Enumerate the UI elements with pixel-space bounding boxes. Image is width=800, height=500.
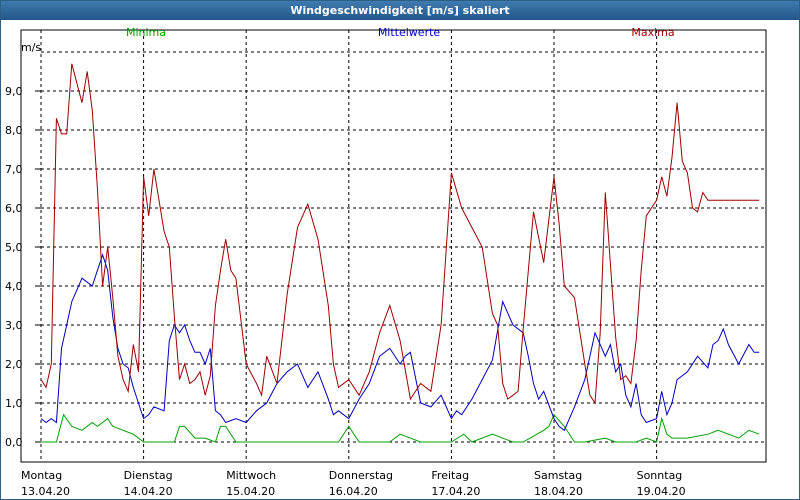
y-tick-label: 6,0 [5,202,23,215]
x-tick-day: Mittwoch [226,469,276,482]
x-tick-date: 16.04.20 [329,485,378,498]
x-tick-day: Montag [21,469,62,482]
x-tick-date: 17.04.20 [431,485,480,498]
y-tick-label: 0,0 [5,436,23,449]
plot-area [20,29,767,463]
x-tick-day: Donnerstag [329,469,393,482]
legend-maxima: Maxima [631,26,674,39]
y-tick-label: 7,0 [5,163,23,176]
legend-minima: Minima [126,26,166,39]
window-title: Windgeschwindigkeit [m/s] skaliert [1,1,799,20]
x-tick-day: Dienstag [124,469,173,482]
x-tick-day: Samstag [534,469,582,482]
x-tick-day: Freitag [431,469,469,482]
x-tick-date: 15.04.20 [226,485,275,498]
y-tick-label: 4,0 [5,280,23,293]
x-tick-date: 14.04.20 [124,485,173,498]
x-tick-date: 13.04.20 [21,485,70,498]
x-tick-date: 18.04.20 [534,485,583,498]
x-tick-date: 19.04.20 [637,485,686,498]
x-tick-day: Sonntag [637,469,683,482]
legend-mittelwerte: Mittelwerte [378,26,441,39]
y-tick-label: 9,0 [5,85,23,98]
series-line-maxima [40,63,760,405]
y-tick-label: 8,0 [5,124,23,137]
series-line-mittelwerte [40,253,760,432]
y-tick-label: 1,0 [5,397,23,410]
y-tick-label: 5,0 [5,241,23,254]
y-axis-label: m/s [21,41,41,54]
series-line-minima [41,413,760,443]
y-tick-label: 3,0 [5,319,23,332]
y-tick-label: 2,0 [5,358,23,371]
